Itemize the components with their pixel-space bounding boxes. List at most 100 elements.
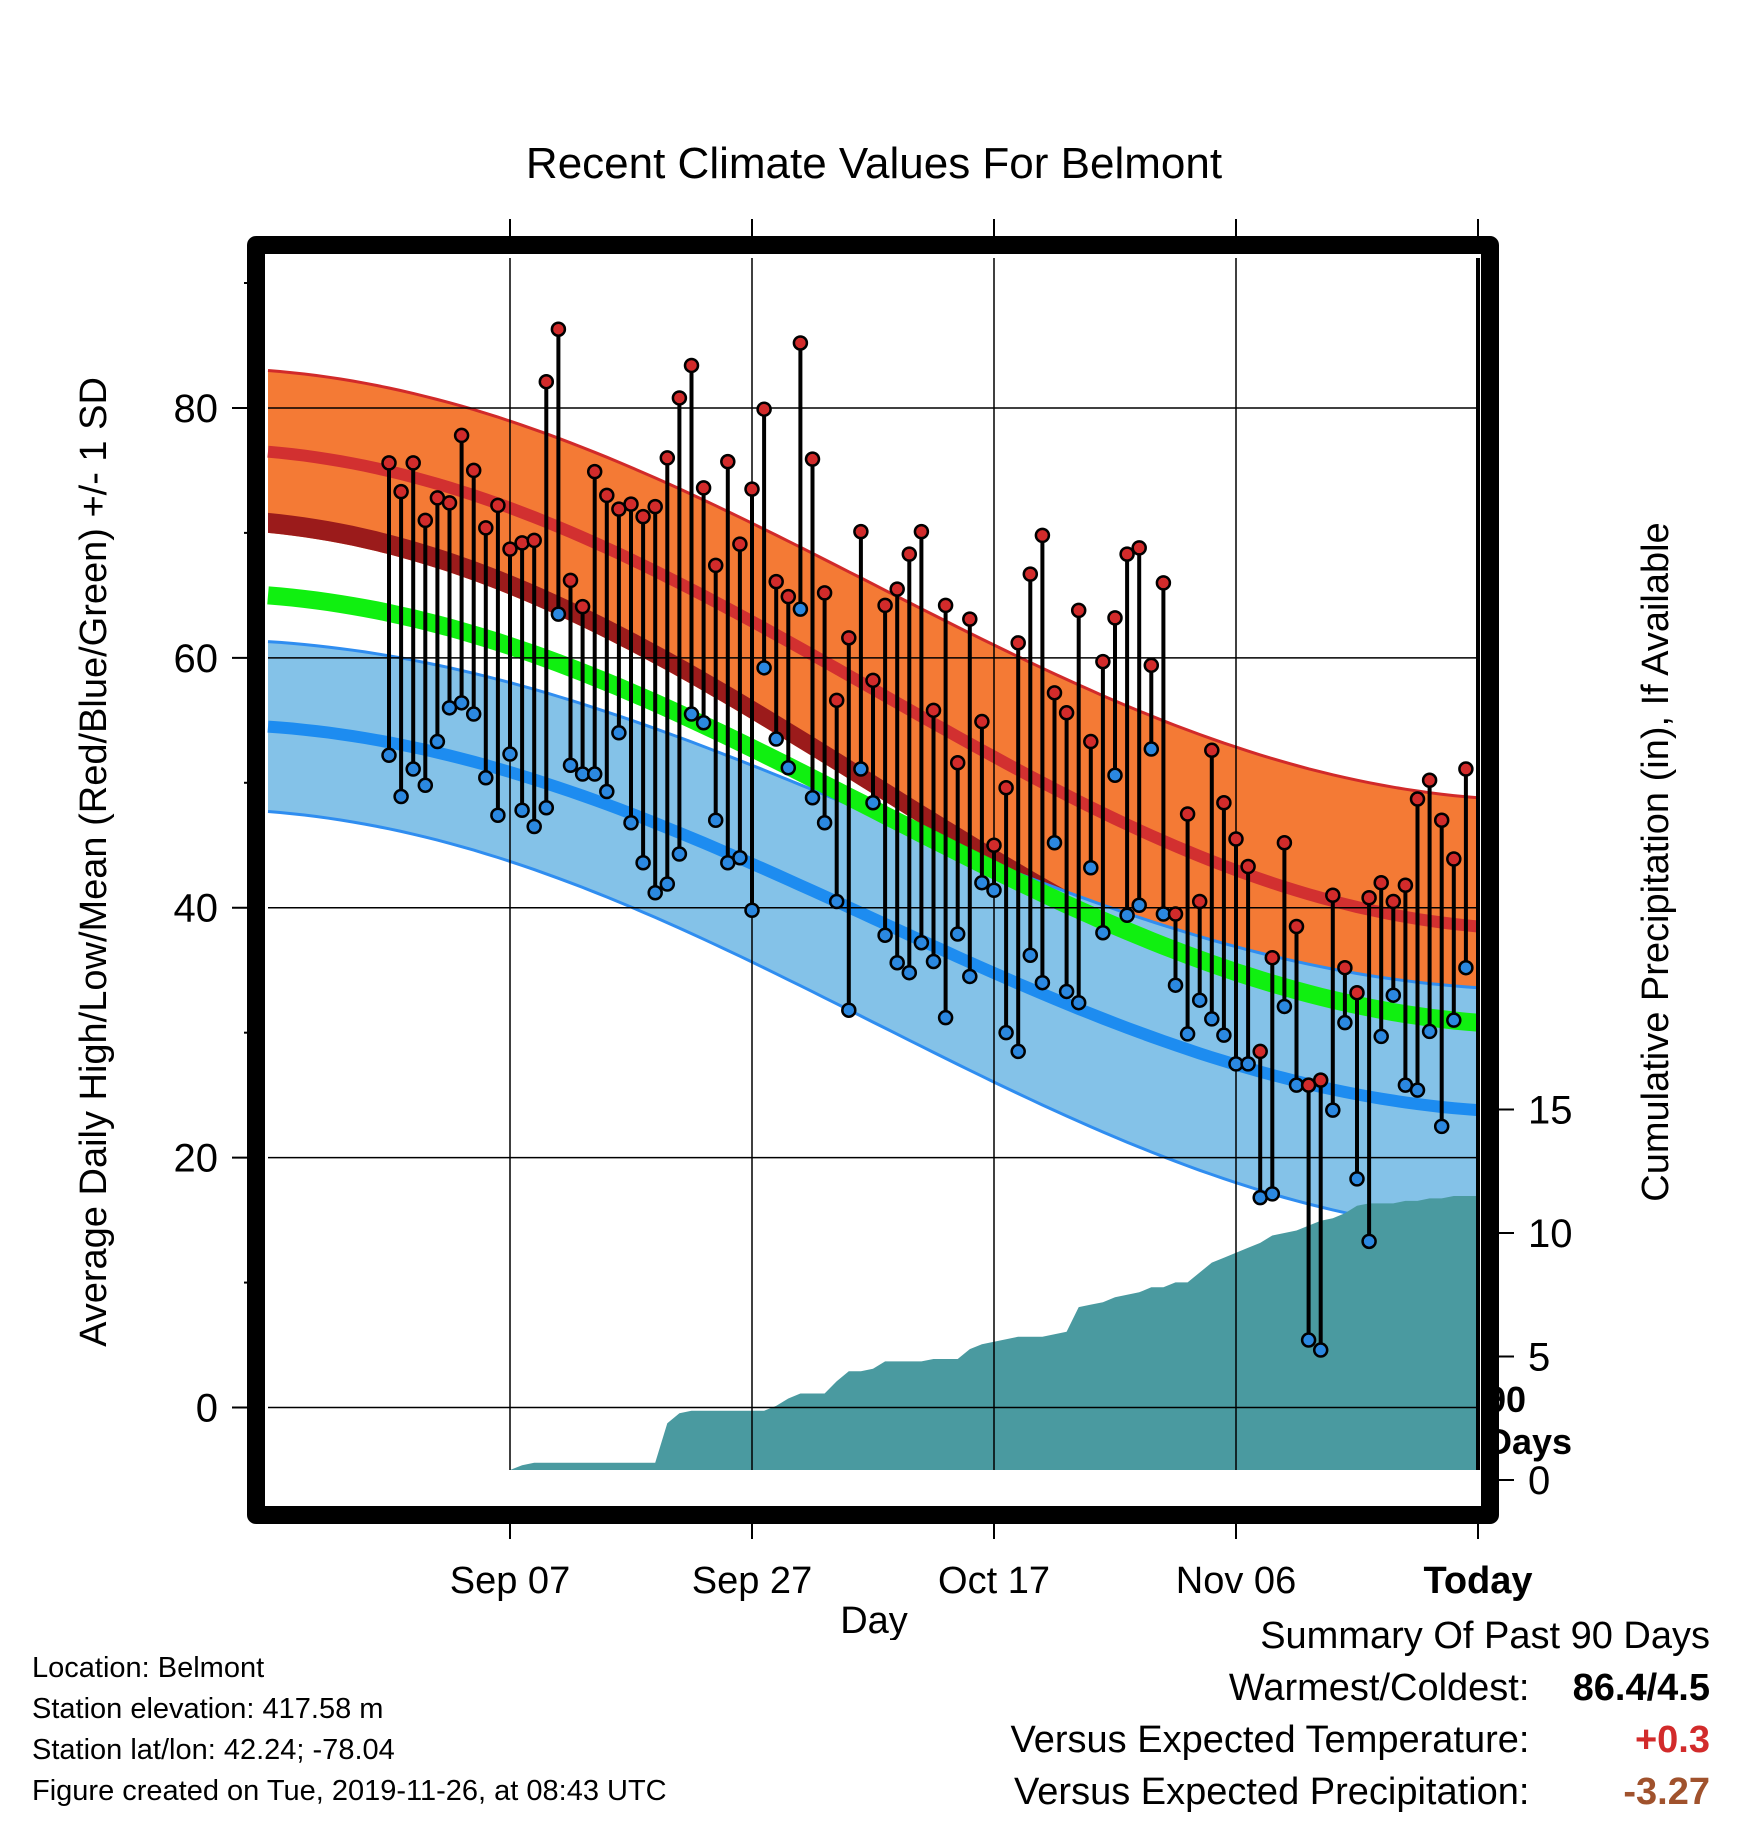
daily-low-point xyxy=(429,733,446,750)
daily-low-point xyxy=(1216,1027,1232,1043)
daily-high-point xyxy=(659,450,676,466)
daily-high-point xyxy=(1397,877,1414,893)
daily-low-point xyxy=(453,695,470,711)
daily-low-point xyxy=(1385,987,1402,1003)
daily-low-point xyxy=(1240,1056,1256,1072)
daily-low-point xyxy=(1409,1082,1426,1098)
daily-high-point xyxy=(962,611,978,627)
chart-title: Recent Climate Values For Belmont xyxy=(526,139,1222,188)
daily-low-point xyxy=(1204,1011,1220,1027)
daily-low-point xyxy=(1361,1233,1377,1250)
daily-low-point xyxy=(937,1009,954,1026)
daily-high-point xyxy=(599,487,615,504)
station-location: Location: Belmont xyxy=(32,1652,265,1684)
today-days-label: Days xyxy=(1486,1421,1572,1462)
daily-low-point xyxy=(611,725,627,741)
daily-high-point xyxy=(1046,685,1063,701)
daily-low-point xyxy=(1191,992,1208,1008)
daily-low-point xyxy=(792,601,809,617)
summary-temp-row: Versus Expected Temperature: +0.3 xyxy=(1011,1714,1710,1766)
daily-high-point xyxy=(707,557,724,574)
daily-high-point xyxy=(865,672,881,689)
x-tick-label: Nov 06 xyxy=(1176,1560,1296,1602)
daily-low-point xyxy=(381,747,397,764)
daily-high-point xyxy=(574,598,591,615)
daily-high-point xyxy=(1107,610,1123,626)
daily-low-point xyxy=(465,706,482,722)
daily-high-point xyxy=(1010,635,1026,651)
daily-high-point xyxy=(853,523,869,540)
daily-low-point xyxy=(490,807,506,824)
daily-low-point xyxy=(1119,907,1135,923)
daily-low-point xyxy=(1034,974,1051,991)
y-tick-label: 40 xyxy=(174,887,219,931)
daily-high-point xyxy=(1409,791,1426,807)
temp-value: +0.3 xyxy=(1634,1719,1710,1761)
daily-low-point xyxy=(1325,1102,1341,1118)
x-tick-label: Today xyxy=(1423,1560,1532,1602)
daily-low-point xyxy=(949,926,966,942)
daily-high-point xyxy=(647,498,663,515)
station-latlon: Station lat/lon: 42.24; -78.04 xyxy=(32,1734,395,1766)
daily-high-point xyxy=(1361,889,1377,906)
daily-high-point xyxy=(986,837,1002,854)
daily-high-point xyxy=(1179,806,1196,822)
daily-high-point xyxy=(393,483,409,500)
daily-low-point xyxy=(562,757,579,774)
daily-high-point xyxy=(453,427,470,444)
daily-low-point xyxy=(478,770,494,786)
daily-high-point xyxy=(405,455,421,471)
daily-high-point xyxy=(1458,761,1474,777)
daily-high-point xyxy=(998,780,1014,796)
daily-high-point xyxy=(623,496,639,512)
daily-high-point xyxy=(683,357,700,374)
y2-tick-label: 15 xyxy=(1528,1089,1573,1133)
daily-low-point xyxy=(695,715,712,731)
y-tick-label: 0 xyxy=(196,1387,218,1431)
daily-low-point xyxy=(1433,1118,1450,1135)
daily-high-point xyxy=(1131,540,1147,556)
daily-high-point xyxy=(1385,893,1402,910)
daily-low-point xyxy=(1167,977,1184,993)
daily-high-point xyxy=(1204,742,1220,759)
y-tick-label: 80 xyxy=(174,387,219,431)
daily-high-point xyxy=(1264,949,1281,966)
daily-high-point xyxy=(538,373,555,390)
daily-high-point xyxy=(744,481,760,497)
daily-high-point xyxy=(1095,653,1111,670)
daily-low-point xyxy=(514,802,530,819)
daily-high-point xyxy=(1252,1043,1268,1060)
daily-high-point xyxy=(562,572,579,589)
x-tick-label: Sep 07 xyxy=(450,1560,570,1602)
daily-high-point xyxy=(1421,772,1438,789)
daily-low-point xyxy=(1349,1171,1365,1187)
daily-low-point xyxy=(683,706,700,722)
daily-high-point xyxy=(877,597,893,614)
daily-low-point xyxy=(417,777,434,794)
daily-low-point xyxy=(1058,983,1075,1000)
x-axis-label: Day xyxy=(840,1600,908,1640)
daily-high-point xyxy=(1070,602,1087,619)
precip-label: Versus Expected Precipitation: xyxy=(1014,1771,1530,1813)
daily-low-point xyxy=(623,815,639,831)
daily-high-point xyxy=(841,630,857,646)
daily-high-point xyxy=(465,462,482,479)
station-info: Location: Belmont Station elevation: 417… xyxy=(32,1648,667,1812)
daily-high-point xyxy=(1191,893,1208,910)
daily-high-point xyxy=(1349,984,1365,1001)
daily-low-point xyxy=(925,953,942,970)
daily-high-point xyxy=(816,585,833,601)
daily-high-point xyxy=(514,535,530,551)
daily-low-point xyxy=(1458,959,1474,976)
daily-high-point xyxy=(635,508,651,525)
daily-low-point xyxy=(538,800,555,816)
daily-low-point xyxy=(986,882,1002,898)
daily-high-point xyxy=(671,390,688,406)
today-days-label: 90 xyxy=(1486,1379,1526,1420)
daily-high-point xyxy=(1119,546,1135,562)
figure-created: Figure created on Tue, 2019-11-26, at 08… xyxy=(32,1775,667,1807)
summary-precip-row: Versus Expected Precipitation: -3.27 xyxy=(1011,1766,1710,1818)
plot-frame xyxy=(247,236,1499,1524)
daily-low-point xyxy=(393,788,409,805)
daily-high-point xyxy=(1083,733,1099,750)
